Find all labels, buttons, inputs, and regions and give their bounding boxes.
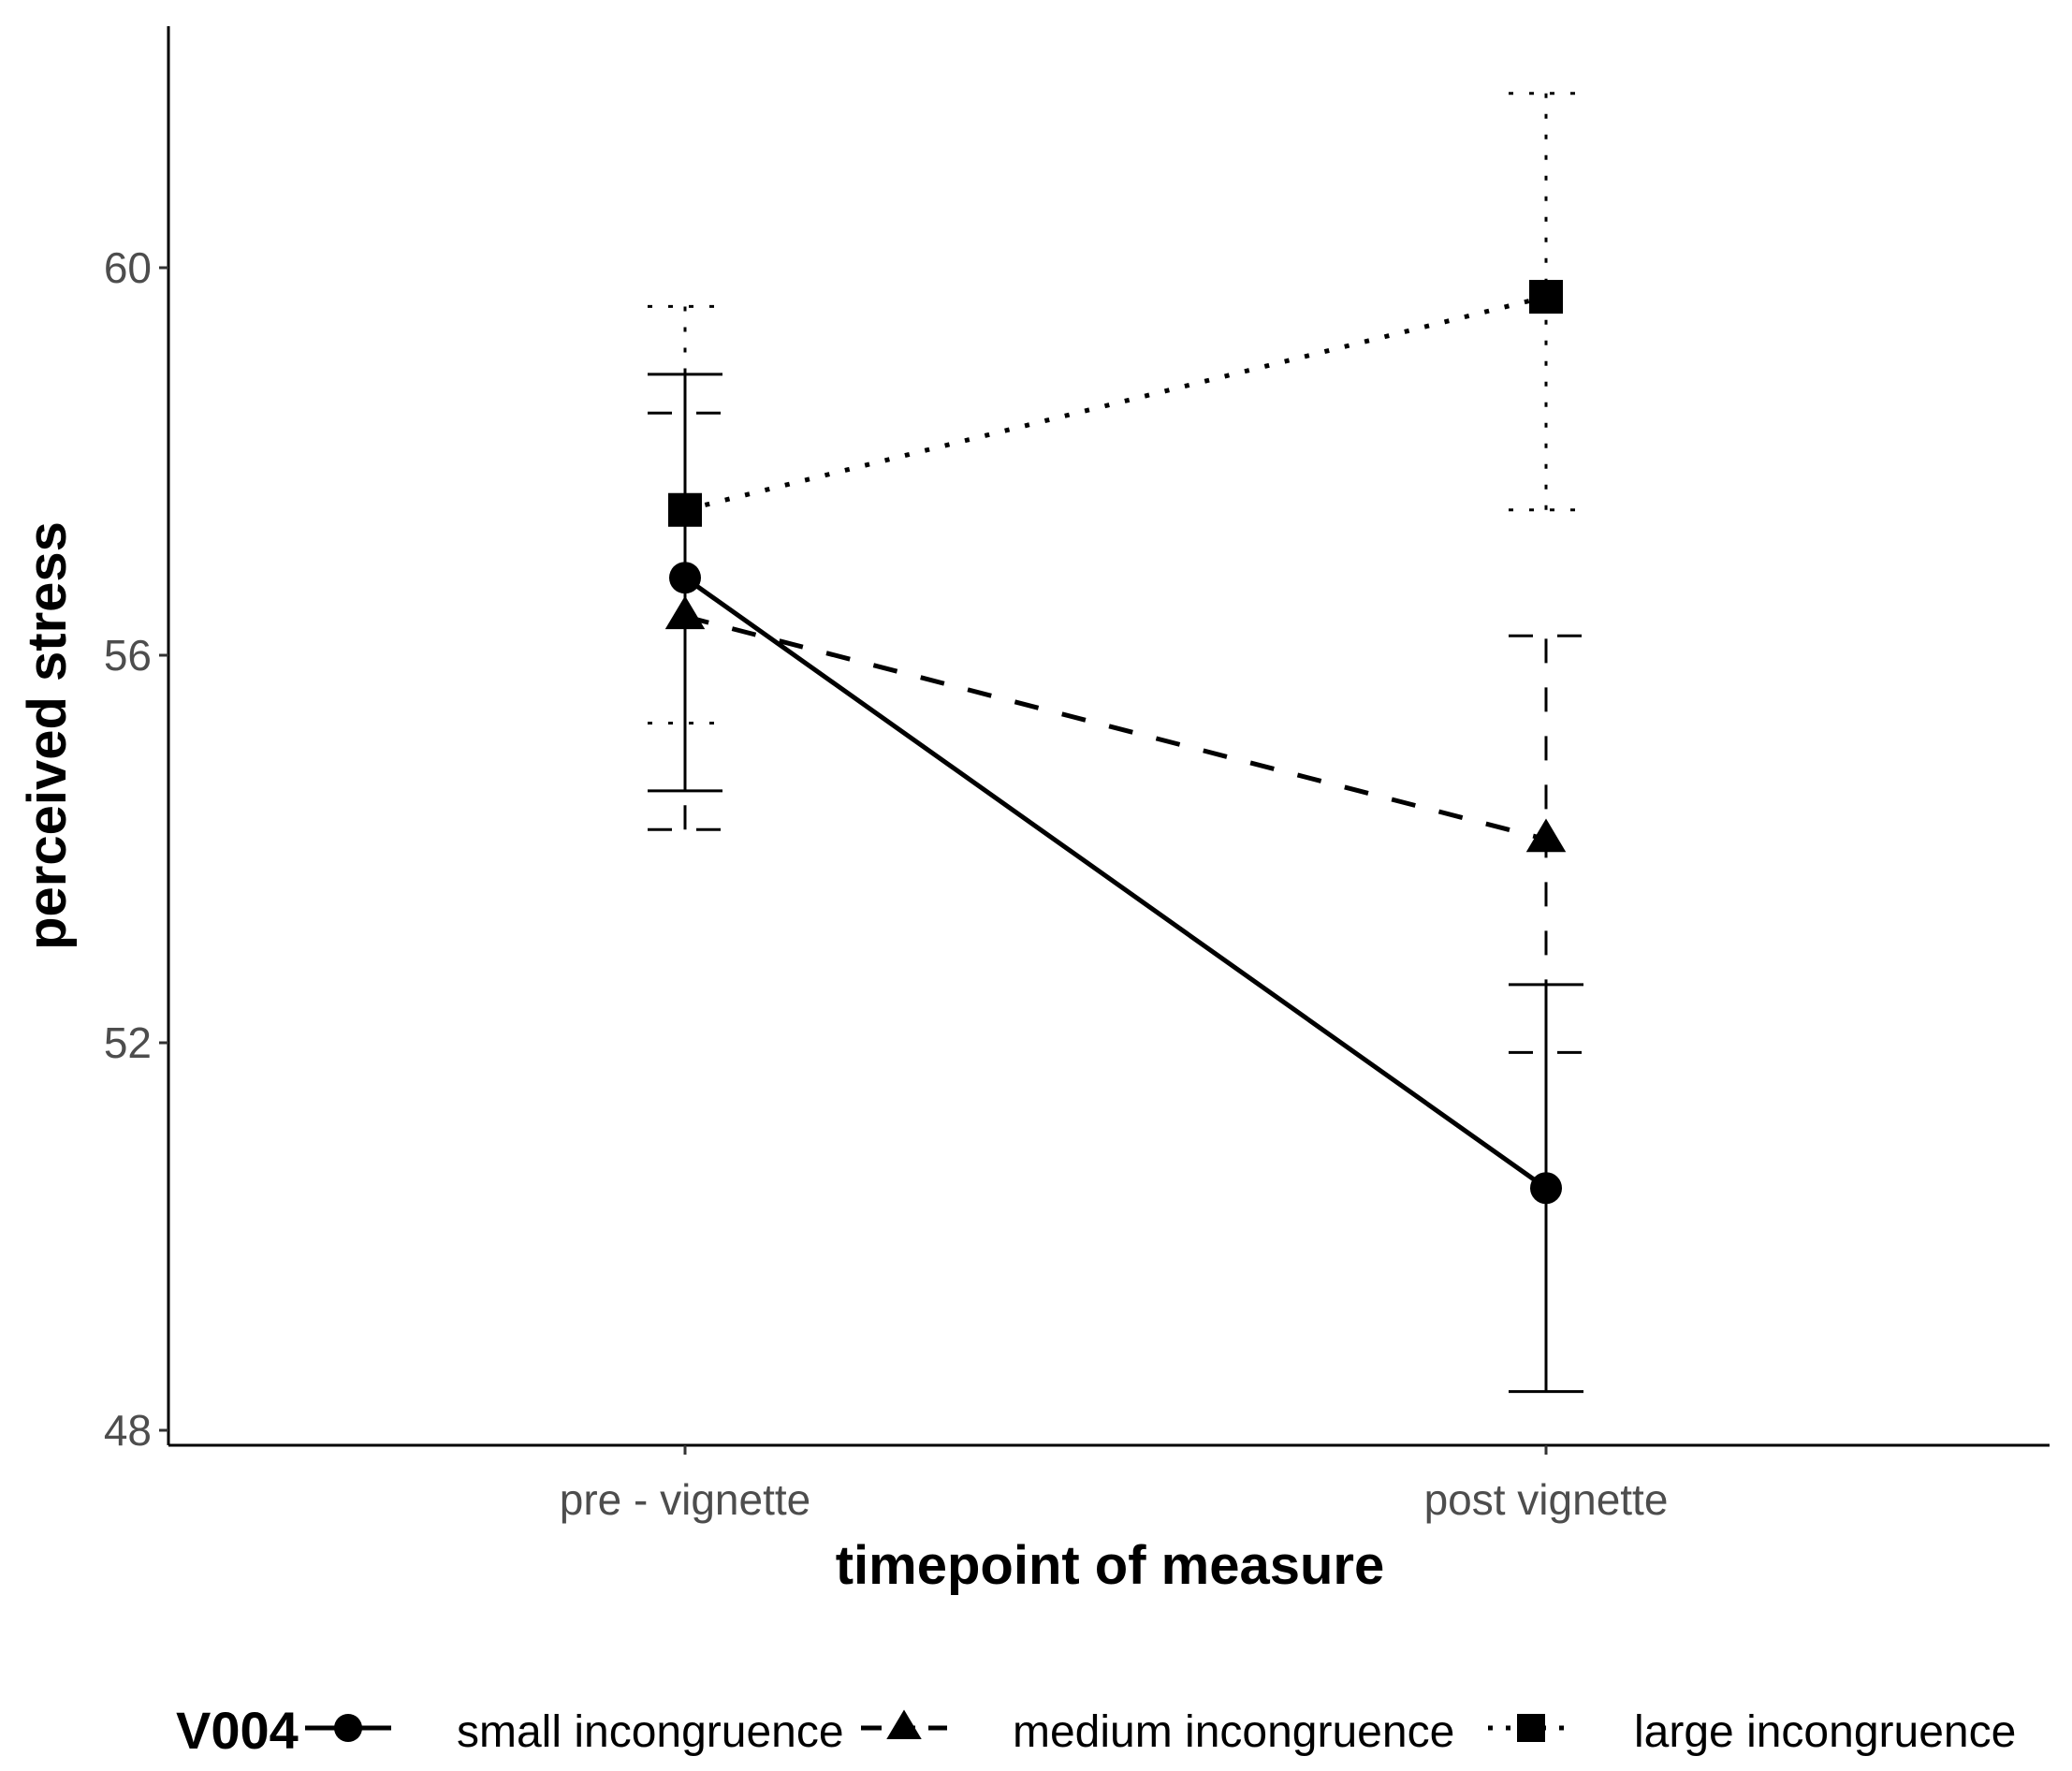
x-tick-label-1: post vignette (1424, 1475, 1669, 1524)
point-triangle-0 (664, 595, 706, 630)
legend-key-marker-square (1517, 1714, 1545, 1742)
legend-title: V004 (176, 1701, 299, 1760)
legend-key-marker-triangle (886, 1709, 922, 1739)
point-square-0 (668, 492, 702, 527)
legend: V004 small incongruence medium incongrue… (176, 1701, 2016, 1760)
legend-label-large: large incongruence (1634, 1707, 2016, 1757)
y-tick-label-56: 56 (104, 631, 152, 680)
series-line-circle (683, 576, 1548, 1191)
point-triangle-1 (1525, 818, 1567, 853)
x-tick-label-0: pre - vignette (560, 1475, 810, 1524)
point-square-1 (1529, 280, 1563, 315)
y-axis-ticks: 48 52 56 60 (104, 243, 168, 1455)
point-circle-1 (1530, 1172, 1562, 1205)
x-axis-ticks: pre - vignette post vignette (560, 1445, 1669, 1524)
point-circle-0 (669, 562, 701, 594)
y-tick-label-60: 60 (104, 243, 152, 292)
legend-key-marker-circle (334, 1714, 362, 1742)
x-axis-title: timepoint of measure (836, 1535, 1385, 1596)
y-tick-label-52: 52 (104, 1018, 152, 1067)
plot-marks (648, 92, 1583, 1394)
legend-label-medium: medium incongruence (1013, 1707, 1454, 1757)
y-axis-title: perceived stress (17, 521, 78, 950)
y-tick-label-48: 48 (104, 1406, 152, 1455)
series-line-triangle (684, 614, 1547, 842)
legend-keys (305, 1709, 1574, 1742)
series-line-square (684, 294, 1547, 513)
legend-label-small: small incongruence (457, 1707, 844, 1757)
